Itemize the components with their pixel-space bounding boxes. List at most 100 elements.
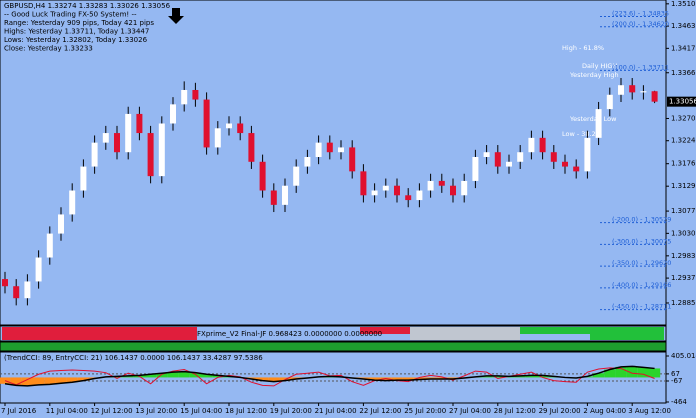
candle-body xyxy=(259,161,266,191)
x-tick-label: 15 Jul 04:00 xyxy=(180,407,222,415)
cci-bar xyxy=(245,377,257,380)
candle-body xyxy=(483,152,490,157)
price-panel xyxy=(0,0,667,326)
cci-bar xyxy=(167,372,179,378)
x-tick-label: 27 Jul 04:00 xyxy=(449,407,491,415)
candle-body xyxy=(125,113,132,153)
candle-body xyxy=(147,133,154,177)
candle-body xyxy=(102,133,109,143)
cci-bar xyxy=(257,377,269,381)
candle-body xyxy=(528,137,535,153)
x-tick-label: 7 Jul 2016 xyxy=(1,407,37,415)
indicator1-blocks xyxy=(2,327,664,340)
x-tick-label: 21 Jul 04:00 xyxy=(315,407,357,415)
candle-body xyxy=(214,128,221,148)
cci-bar xyxy=(33,377,45,385)
candle-body xyxy=(46,233,53,258)
y-tick-label: 1.34170 xyxy=(671,44,696,52)
candle-body xyxy=(237,123,244,134)
candle-body xyxy=(394,185,400,196)
header-line: GBPUSD,H4 1.33274 1.33283 1.33026 1.3305… xyxy=(4,2,171,10)
cci-bar xyxy=(145,374,157,378)
header-line: Range: Yesterday 909 pips, Today 421 pip… xyxy=(4,19,154,27)
cci-bar xyxy=(290,377,302,380)
candle-body xyxy=(91,142,98,167)
cci-bar xyxy=(615,366,627,378)
pivot-label: High - 61.8% xyxy=(562,44,604,52)
candle-body xyxy=(573,166,580,172)
level-label: (-350.0) - 1.29620 xyxy=(612,259,671,267)
y-tick-label: 1.31290 xyxy=(671,182,696,190)
candle-body xyxy=(114,133,120,153)
cci-bar xyxy=(425,377,437,380)
cci-bar xyxy=(21,377,33,386)
x-tick-label: 18 Jul 12:00 xyxy=(225,407,267,415)
x-tick-label: 28 Jul 12:00 xyxy=(494,407,536,415)
candle-body xyxy=(192,89,199,100)
cci-bar xyxy=(593,373,605,378)
level-label: (200.0) - 1.34620 xyxy=(612,20,669,28)
x-tick-label: 12 Jul 12:00 xyxy=(91,407,133,415)
candle-body xyxy=(427,180,434,191)
candle-body xyxy=(595,109,602,138)
cci-bar xyxy=(268,377,280,382)
y-tick-label: 1.35100 xyxy=(671,0,696,8)
cci-bar xyxy=(201,374,213,378)
candle-body xyxy=(170,104,176,124)
header-line: Lows: Yesterday 1.32802, Today 1.33026 xyxy=(4,36,148,44)
cci-bar xyxy=(447,377,459,380)
y-tick-label: 1.30305 xyxy=(671,229,696,237)
y-tick-label: 1.31760 xyxy=(671,160,696,168)
cci-bar xyxy=(604,369,616,378)
candle-body xyxy=(203,99,210,148)
cci-bar xyxy=(10,377,22,386)
signal-arrow xyxy=(168,8,184,24)
pivot-label: Daily HIGH xyxy=(582,62,617,70)
cci-bar xyxy=(156,373,168,378)
x-tick-label: 2 Aug 04:00 xyxy=(583,407,626,415)
cci-panel xyxy=(0,351,667,404)
candle-body xyxy=(282,185,288,205)
pivot-label: Yesterday Low xyxy=(569,115,617,123)
candle-body xyxy=(248,133,255,162)
candle-body xyxy=(405,195,412,201)
cci-title: (TrendCCI: 89, EntryCCI: 21) 106.1437 0.… xyxy=(4,354,263,362)
y-tick-label: 1.30770 xyxy=(671,207,696,215)
cci-tick-label: -67 xyxy=(671,377,682,385)
candle-body xyxy=(618,85,624,95)
y-tick-label: 1.33660 xyxy=(671,69,696,77)
candle-body xyxy=(640,91,647,93)
level-label: (-450.0) - 1.28711 xyxy=(612,303,671,311)
candle-body xyxy=(181,89,188,105)
cci-bar xyxy=(66,377,78,383)
candle-body xyxy=(651,91,658,102)
y-tick-label: 1.34635 xyxy=(671,22,696,30)
cci-bar xyxy=(537,375,549,378)
price-tag-label: 1.33056 xyxy=(669,98,696,106)
level-label: (-200.0) - 1.30529 xyxy=(612,216,671,224)
y-tick-label: 1.28850 xyxy=(671,299,696,307)
block xyxy=(410,327,520,340)
cci-bar xyxy=(357,377,369,380)
header-line: Highs: Yesterday 1.33711, Today 1.33447 xyxy=(4,28,149,36)
x-tick-label: 22 Jul 12:00 xyxy=(359,407,401,415)
candle-body xyxy=(80,166,87,191)
level-label: (-300.0) - 1.30075 xyxy=(612,237,671,245)
cci-bar xyxy=(481,375,493,378)
cci-bar xyxy=(380,377,392,381)
candle-body xyxy=(606,94,613,110)
cci-tick-label: 405.0142 xyxy=(671,352,696,360)
y-tick-label: 1.29835 xyxy=(671,252,696,260)
pivot-label: Yesterday High xyxy=(569,71,619,79)
cci-line xyxy=(4,365,655,387)
candle-body xyxy=(506,161,512,167)
candle-body xyxy=(24,281,31,299)
cci-tick-label: 67 xyxy=(671,370,680,378)
candle-body xyxy=(349,147,356,172)
candle-body xyxy=(338,147,344,153)
y-tick-label: 1.29370 xyxy=(671,274,696,282)
cci-bar xyxy=(637,367,649,378)
pivot-label: Low - 38.2% xyxy=(562,130,602,138)
cci-bar xyxy=(413,377,425,380)
